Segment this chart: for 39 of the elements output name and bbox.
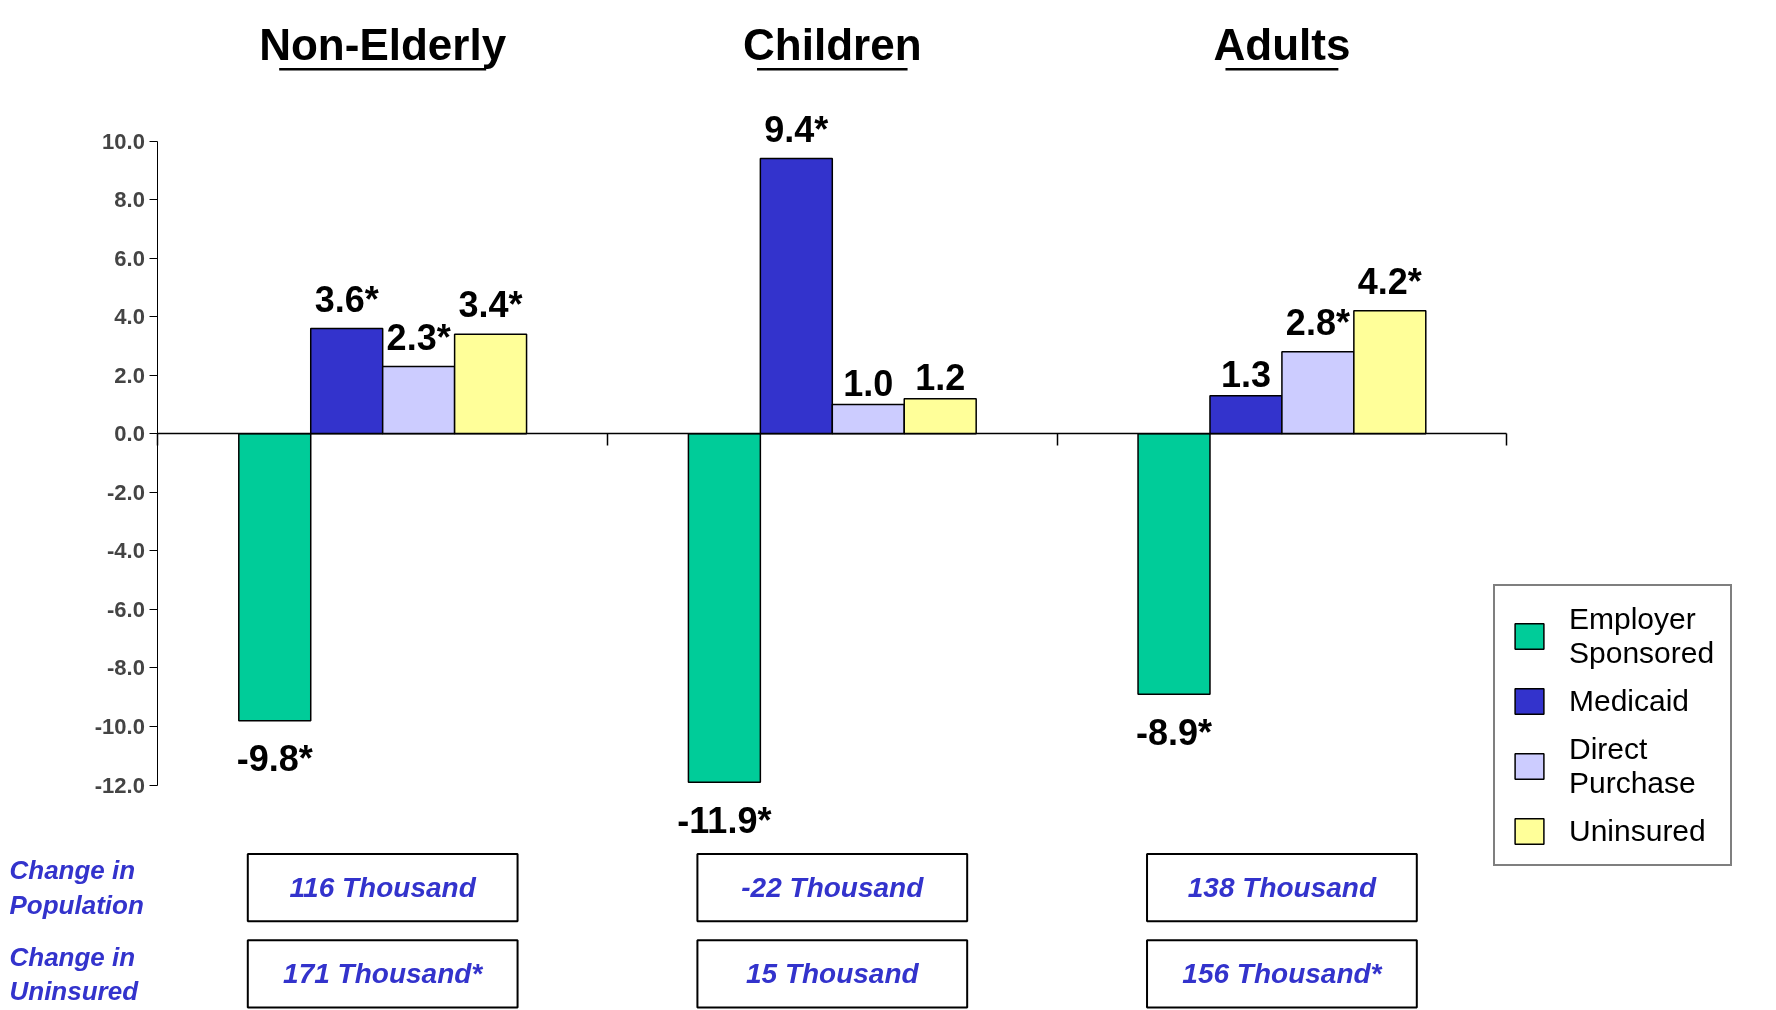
data-label: 3.4* bbox=[458, 284, 523, 326]
text: Change in Uninsured bbox=[9, 941, 140, 1007]
data-label: 1.2 bbox=[915, 356, 966, 398]
x-tick-label: Non-Elderly bbox=[259, 19, 507, 69]
text: -22 Thousand bbox=[741, 872, 925, 904]
y-tick-label: 4.0 bbox=[114, 304, 145, 330]
y-tick-label: 6.0 bbox=[114, 245, 145, 271]
x-tick-label: Adults bbox=[1213, 19, 1351, 69]
text: 116 Thousand bbox=[289, 872, 477, 904]
legend-label: Medicaid bbox=[1569, 684, 1690, 718]
legend-label: Direct Purchase bbox=[1569, 732, 1696, 800]
y-tick-label: -10.0 bbox=[94, 714, 145, 740]
y-tick-label: -2.0 bbox=[106, 479, 145, 505]
data-label: 4.2* bbox=[1357, 261, 1422, 303]
data-label: 1.3 bbox=[1220, 353, 1271, 395]
y-tick-label: 0.0 bbox=[114, 421, 145, 447]
y-tick-label: -12.0 bbox=[94, 772, 145, 798]
legend-label: Employer Sponsored bbox=[1569, 602, 1715, 670]
data-label: 3.6* bbox=[314, 278, 379, 320]
y-tick-label: -8.0 bbox=[106, 655, 145, 681]
text: 138 Thousand bbox=[1187, 872, 1377, 904]
data-label: -8.9* bbox=[1135, 711, 1213, 753]
y-tick-label: 8.0 bbox=[114, 187, 145, 213]
y-tick-label: -6.0 bbox=[106, 596, 145, 622]
y-tick-label: -4.0 bbox=[106, 538, 145, 564]
text: Change in Population bbox=[9, 855, 144, 920]
data-label: -11.9* bbox=[677, 799, 772, 841]
text: 171 Thousand* bbox=[283, 958, 484, 990]
legend-label: Uninsured bbox=[1569, 814, 1706, 848]
data-label: -9.8* bbox=[236, 738, 313, 780]
text: 156 Thousand* bbox=[1182, 958, 1383, 990]
data-label: 2.3* bbox=[386, 316, 451, 358]
text: 15 Thousand bbox=[745, 958, 920, 990]
data-label: 1.0 bbox=[843, 362, 894, 404]
data-label: 2.8* bbox=[1285, 302, 1350, 344]
y-tick-label: 10.0 bbox=[102, 128, 145, 154]
x-tick-label: Children bbox=[743, 19, 922, 69]
data-label: 9.4* bbox=[764, 108, 829, 150]
y-tick-label: 2.0 bbox=[114, 362, 145, 388]
